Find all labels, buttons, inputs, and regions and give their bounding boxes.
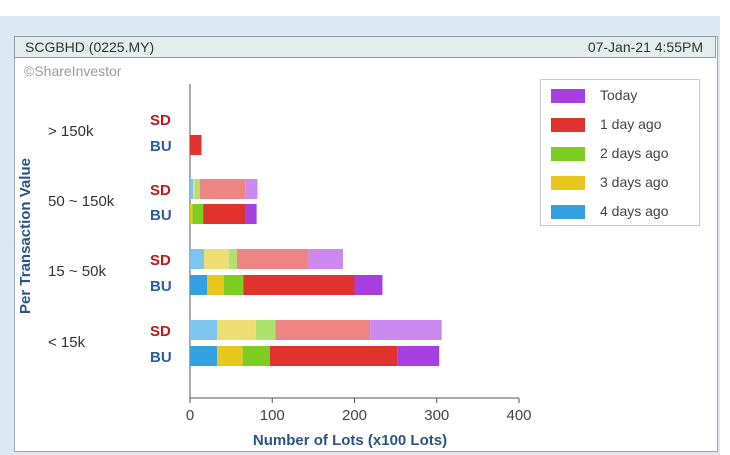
bu-label: BU — [150, 278, 172, 295]
watermark: ©ShareInvestor — [24, 63, 122, 79]
bu-label: BU — [150, 138, 172, 155]
x-tick-label: 200 — [342, 407, 367, 424]
category-label: < 15k — [48, 334, 86, 351]
legend-swatch — [551, 118, 585, 132]
legend-swatch — [551, 205, 585, 219]
x-tick-label: 100 — [260, 407, 285, 424]
bar-segment-bu — [223, 275, 244, 295]
category-label: > 150k — [48, 123, 94, 140]
bar-segment-bu — [245, 204, 257, 224]
bar-segment-sd — [194, 179, 200, 199]
category-label: 50 ~ 150k — [48, 193, 115, 210]
legend-swatch — [551, 147, 585, 161]
bar-segment-sd — [217, 320, 256, 340]
bar-segment-sd — [193, 179, 195, 199]
bar-segment-bu — [397, 346, 440, 366]
legend-item: 2 days ago — [551, 144, 696, 164]
x-tick-label: 400 — [506, 407, 531, 424]
sd-label: SD — [150, 252, 171, 269]
y-axis-title: Per Transaction Value — [17, 158, 34, 314]
bu-label: BU — [150, 207, 172, 224]
sd-label: SD — [150, 112, 171, 129]
bu-label: BU — [150, 349, 172, 366]
legend-item: 4 days ago — [551, 202, 696, 222]
sd-label: SD — [150, 323, 171, 340]
bar-segment-sd — [308, 249, 343, 269]
legend-label: 1 day ago — [600, 116, 662, 132]
bar-segment-sd — [236, 249, 309, 269]
legend-swatch — [551, 176, 585, 190]
x-tick-label: 0 — [186, 407, 194, 424]
legend-swatch — [551, 89, 585, 103]
bar-segment-bu — [190, 204, 193, 224]
legend-item: 3 days ago — [551, 173, 696, 193]
bar-segment-bu — [269, 346, 398, 366]
bar-segment-bu — [354, 275, 383, 295]
legend-label: 2 days ago — [600, 145, 669, 161]
bar-segment-sd — [190, 320, 218, 340]
bar-segment-sd — [245, 179, 258, 199]
sd-label: SD — [150, 182, 171, 199]
bar-segment-bu — [243, 275, 355, 295]
legend-item: Today — [551, 86, 696, 106]
bar-segment-bu — [217, 346, 243, 366]
bar-segment-bu — [190, 275, 208, 295]
bar-segment-sd — [203, 249, 229, 269]
bar-segment-bu — [242, 346, 270, 366]
x-tick-label: 300 — [424, 407, 449, 424]
bar-segment-sd — [190, 249, 204, 269]
legend: Today 1 day ago 2 days ago 3 days ago 4 days… — [540, 79, 700, 226]
bar-segment-bu — [207, 275, 224, 295]
bar-segment-sd — [255, 320, 276, 340]
bar-segment-sd — [275, 320, 371, 340]
legend-label: 3 days ago — [600, 174, 669, 190]
x-axis-title: Number of Lots (x100 Lots) — [253, 432, 447, 449]
bar-segment-bu — [190, 135, 202, 155]
legend-label: Today — [600, 87, 638, 103]
bar-segment-bu — [203, 204, 246, 224]
bar-segment-sd — [199, 179, 246, 199]
chart-header: SCGBHD (0225.MY) 07-Jan-21 4:55PM — [14, 36, 716, 58]
category-label: 15 ~ 50k — [48, 263, 106, 280]
bar-segment-sd — [370, 320, 442, 340]
ticker-title: SCGBHD (0225.MY) — [25, 39, 155, 55]
bar-segment-bu — [192, 204, 204, 224]
bar-segment-bu — [190, 346, 218, 366]
legend-item: 1 day ago — [551, 115, 696, 135]
timestamp: 07-Jan-21 4:55PM — [587, 39, 703, 55]
bar-segment-sd — [228, 249, 237, 269]
bar-segment-sd — [190, 179, 194, 199]
legend-label: 4 days ago — [600, 203, 669, 219]
